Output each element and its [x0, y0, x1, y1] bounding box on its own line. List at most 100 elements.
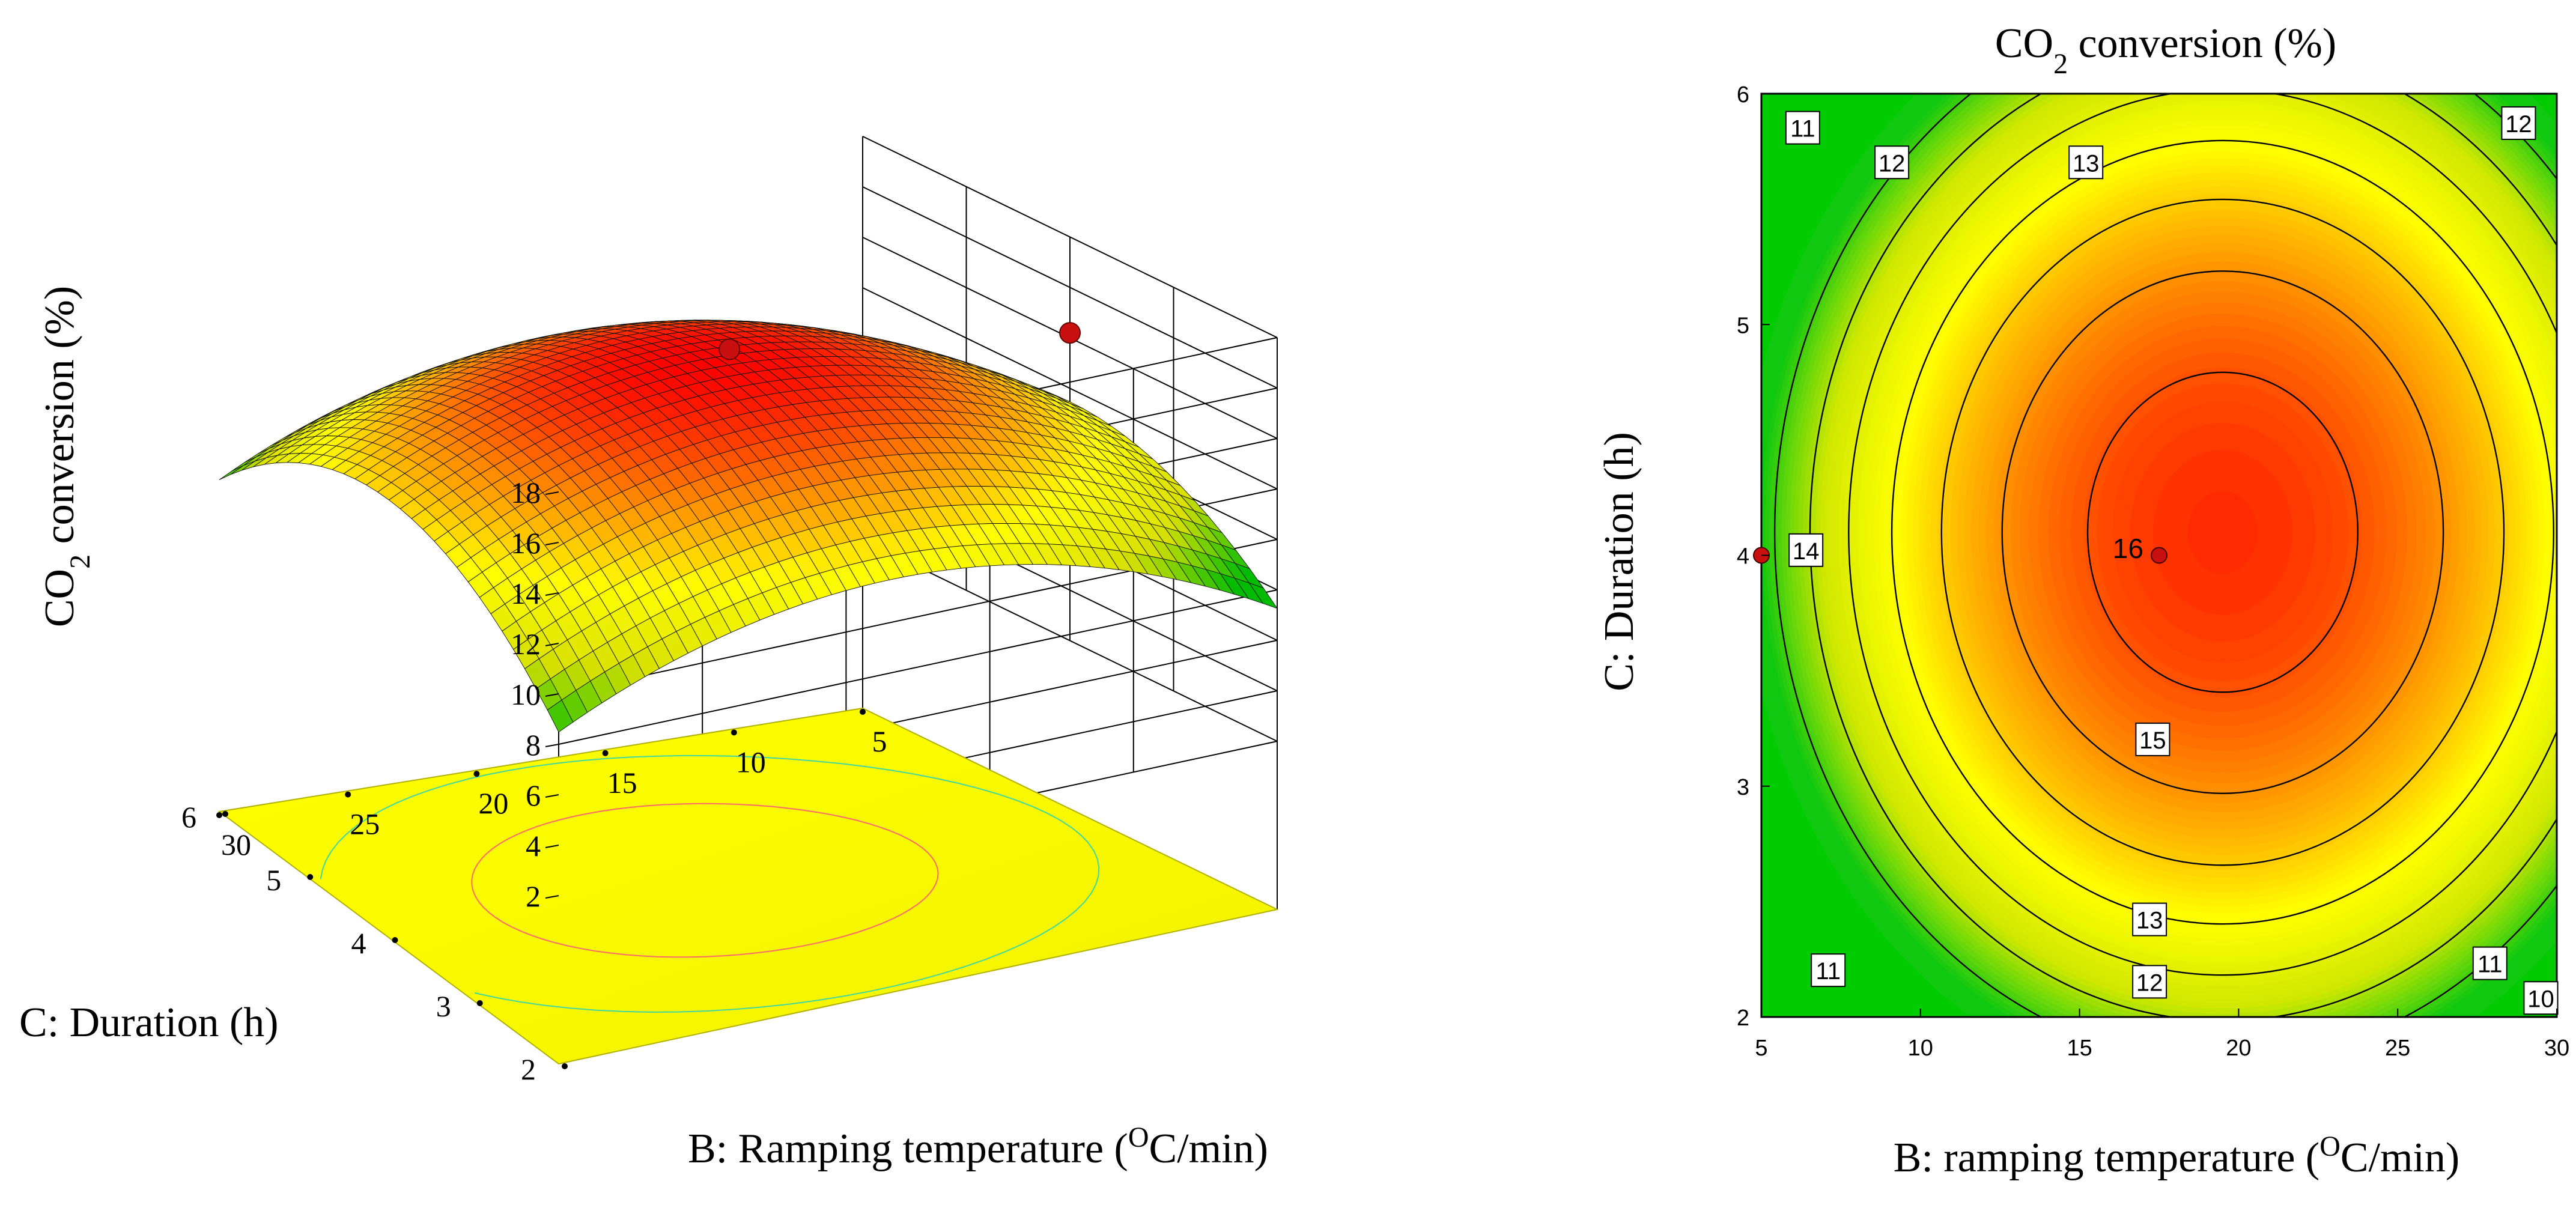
c-tick-label: 4 — [351, 926, 366, 960]
contour-label-box — [1785, 111, 1820, 145]
z-axis-label: CO2 conversion (%) — [37, 286, 96, 627]
contour-label: 12 — [1879, 150, 1906, 177]
surface-floor-projection — [217, 707, 1280, 1065]
b-tick-label: 30 — [221, 828, 251, 861]
contour-design-point — [2151, 547, 2167, 564]
z-tick-label: 6 — [526, 779, 541, 812]
contour-x-tick-label: 10 — [1908, 1036, 1933, 1061]
contour-y-tick-label: 5 — [1737, 313, 1749, 338]
contour-label-box — [2132, 965, 2167, 999]
contour-line-12 — [1848, 94, 2557, 976]
contour-line-15 — [2001, 270, 2444, 795]
contour-x-tick-label: 15 — [2067, 1036, 2092, 1061]
contour-label-box — [2523, 981, 2559, 1015]
b-tick-mark — [216, 812, 222, 818]
b-tick-label: 20 — [478, 786, 508, 820]
surface-cell — [219, 465, 244, 481]
contour-line-13 — [1891, 139, 2554, 925]
contour-y-ticks: 2 3 4 5 6 — [1737, 82, 1770, 1031]
contour-y-label: C: Duration (h) — [1596, 432, 1642, 691]
z-tick-label: 14 — [511, 577, 541, 610]
contour-label-box — [2132, 902, 2167, 936]
z-tick-mark — [545, 693, 559, 697]
z-tick-label: 2 — [526, 879, 541, 913]
z-tick-label: 18 — [511, 476, 541, 509]
contour-x-tick-label: 5 — [1755, 1036, 1767, 1061]
contour-y-tick-label: 2 — [1737, 1006, 1749, 1031]
surface-design-point — [718, 338, 741, 360]
surface-cell — [547, 699, 574, 733]
contour-x-ticks: 5 10 15 20 25 30 — [1755, 1009, 2569, 1061]
contour-label: 11 — [2477, 952, 2503, 978]
contour-x-tick-label: 30 — [2544, 1036, 2569, 1061]
c-tick-label: 2 — [521, 1052, 536, 1086]
contour-title: CO2 conversion (%) — [1995, 20, 2336, 80]
contour-label: 12 — [2136, 970, 2163, 996]
c-tick-mark — [307, 874, 314, 880]
b-axis-label: B: Ramping temperature (OC/min) — [688, 1121, 1268, 1173]
response-surface — [219, 320, 1278, 733]
contour-label: 16 — [2113, 533, 2143, 564]
contour-y-tick-label: 3 — [1737, 775, 1749, 800]
b-tick-label: 10 — [736, 745, 766, 779]
b-tick-mark — [602, 750, 609, 756]
contour-label: 10 — [2527, 986, 2554, 1012]
c-tick-mark — [392, 937, 398, 943]
z-tick-mark — [545, 895, 559, 899]
contour-line-14 — [1940, 198, 2505, 866]
contour-label: 11 — [1790, 116, 1815, 142]
floor-contour-ellipses — [320, 754, 1100, 1013]
b-tick-mark — [860, 709, 866, 715]
contour-label-box — [2472, 946, 2508, 980]
contour-label-box — [1874, 145, 1910, 180]
contour-label-box — [2501, 106, 2536, 140]
b-tick-label: 15 — [607, 766, 637, 800]
b-tick-label: 25 — [350, 807, 380, 841]
contour-x-tick-label: 20 — [2226, 1036, 2251, 1061]
contour-y-tick-label: 4 — [1737, 544, 1749, 569]
z-tick-label: 8 — [526, 728, 541, 762]
contour-label: 15 — [2139, 727, 2166, 754]
z-tick-mark — [545, 542, 559, 545]
contour-label-box — [2135, 722, 2170, 756]
z-tick-label: 16 — [511, 526, 541, 560]
c-tick-mark — [222, 811, 228, 817]
c-axis-label: C: Duration (h) — [19, 1000, 279, 1046]
surface-design-point — [1059, 322, 1081, 344]
contour-line-10 — [1774, 94, 2557, 1017]
contour-band — [2187, 491, 2258, 574]
contour-plot: 11 12 13 12 14 16 15 13 12 11 11 10 5 10 15 20 25 30 2 3 4… — [1596, 20, 2569, 1181]
z-tick-label: 12 — [511, 627, 541, 661]
surface-design-points — [718, 322, 1081, 360]
z-tick-mark — [545, 643, 559, 646]
contour-label: 13 — [2073, 150, 2100, 177]
c-tick-label: 5 — [266, 863, 281, 897]
floor-contour-12 — [320, 754, 1100, 1013]
contour-label-box — [1811, 953, 1846, 988]
z-tick-mark — [545, 845, 559, 848]
surface-cell — [230, 461, 255, 475]
contour-line-16 — [2086, 371, 2359, 693]
z-tick-mark — [545, 794, 559, 798]
contour-level-labels: 11 12 13 12 14 16 15 13 12 11 11 10 — [1785, 106, 2559, 1015]
contour-x-tick-label: 25 — [2385, 1036, 2410, 1061]
b-tick-mark — [345, 791, 351, 798]
contour-label: 14 — [1793, 538, 1820, 565]
z-axis-ticks: 2 4 6 8 10 12 14 16 18 — [511, 476, 559, 913]
c-tick-label: 6 — [181, 800, 196, 834]
z-tick-mark — [545, 744, 559, 747]
contour-label: 11 — [1815, 958, 1841, 985]
b-tick-mark — [473, 771, 480, 777]
z-tick-mark — [545, 592, 559, 596]
contour-label-box — [1788, 533, 1824, 567]
c-tick-mark — [562, 1063, 568, 1069]
c-tick-mark — [476, 1000, 483, 1006]
b-axis-ticks: 5 10 15 20 25 30 — [216, 709, 887, 861]
contour-label: 12 — [2505, 111, 2532, 138]
contour-lines — [1774, 94, 2557, 1017]
contour-line-11 — [1809, 94, 2557, 1017]
b-tick-label: 5 — [872, 724, 887, 758]
contour-color-fills — [1761, 94, 2557, 1017]
z-tick-label: 4 — [526, 829, 541, 863]
